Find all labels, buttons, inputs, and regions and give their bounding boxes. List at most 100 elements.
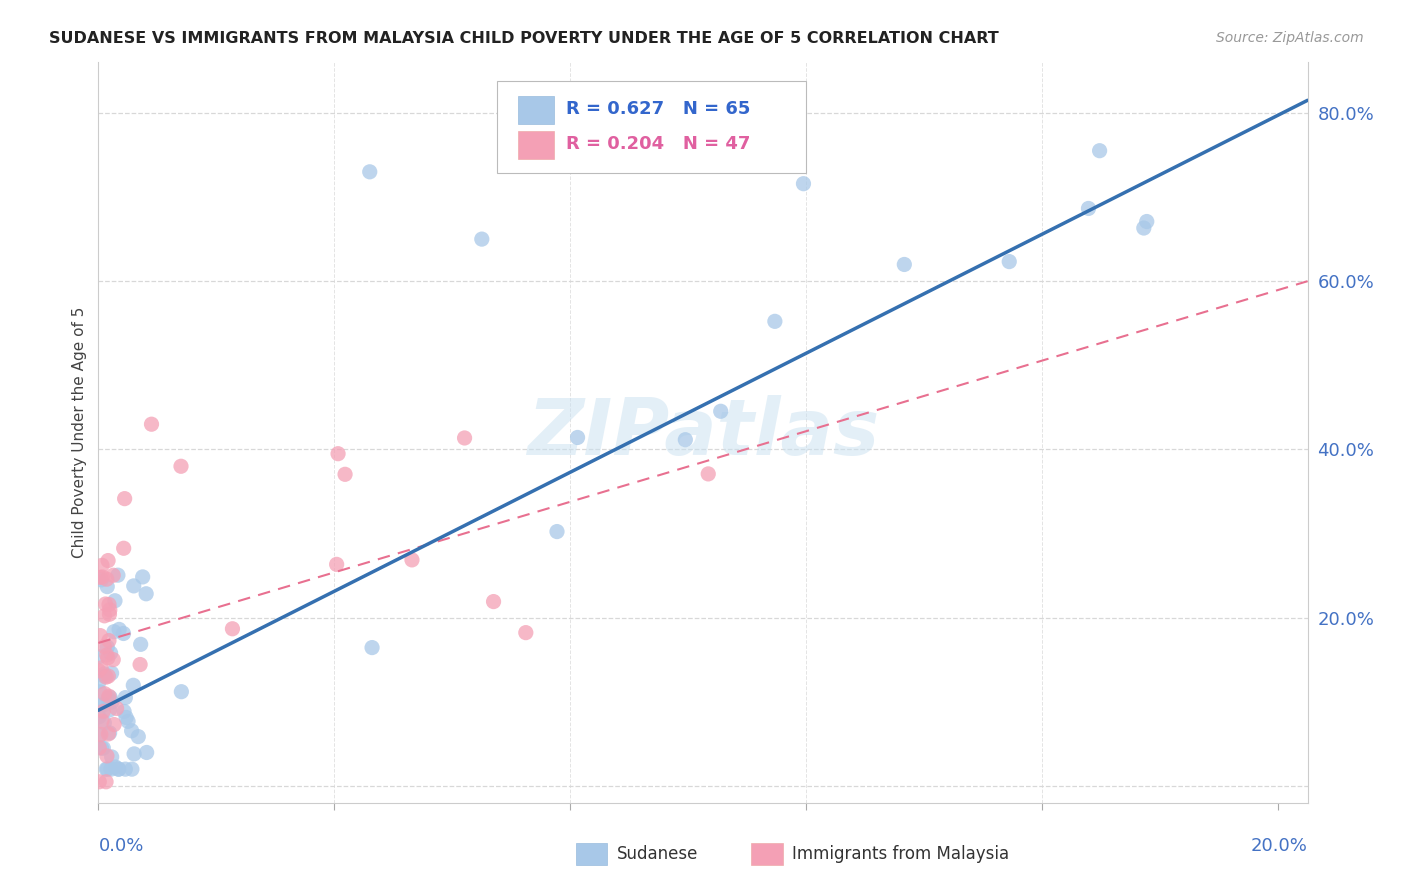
- Bar: [576, 843, 607, 865]
- Point: [89, 674, 111, 689]
- Text: Sudanese: Sudanese: [617, 845, 699, 863]
- Point: [97, 727, 120, 741]
- Point: [91, 570, 114, 584]
- FancyBboxPatch shape: [498, 81, 806, 173]
- Point: [1136, 214, 1159, 228]
- Point: [96, 580, 118, 594]
- Point: [89, 629, 111, 643]
- Point: [96, 748, 118, 763]
- Point: [91, 714, 114, 728]
- Point: [90, 573, 112, 587]
- Point: [567, 430, 589, 444]
- Point: [131, 570, 153, 584]
- Point: [103, 568, 125, 582]
- Point: [97, 691, 120, 706]
- Point: [98, 603, 121, 617]
- Point: [89, 685, 111, 699]
- Point: [97, 669, 120, 683]
- Point: [91, 704, 114, 718]
- Point: [97, 633, 120, 648]
- Point: [101, 695, 124, 709]
- Point: [93, 640, 115, 654]
- Point: [93, 669, 115, 683]
- Point: [326, 447, 349, 461]
- Text: ZIPatlas: ZIPatlas: [527, 394, 879, 471]
- Point: [170, 459, 193, 474]
- Point: [122, 579, 145, 593]
- Point: [135, 587, 157, 601]
- Point: [122, 747, 145, 761]
- Point: [170, 684, 193, 698]
- Point: [96, 670, 118, 684]
- Point: [93, 698, 115, 712]
- Point: [127, 730, 149, 744]
- Point: [325, 558, 347, 572]
- Point: [93, 715, 115, 730]
- Point: [103, 653, 125, 667]
- Point: [1133, 221, 1156, 235]
- Point: [98, 607, 121, 622]
- Point: [121, 723, 143, 738]
- Point: [697, 467, 720, 481]
- Point: [100, 750, 122, 764]
- Point: [98, 598, 121, 612]
- Point: [98, 690, 121, 705]
- Point: [1077, 202, 1099, 216]
- Point: [90, 661, 112, 675]
- Bar: [517, 95, 554, 124]
- Point: [401, 553, 423, 567]
- Point: [90, 727, 112, 741]
- Point: [87, 649, 110, 664]
- Text: Source: ZipAtlas.com: Source: ZipAtlas.com: [1216, 31, 1364, 45]
- Point: [114, 690, 136, 705]
- Point: [117, 714, 139, 729]
- Bar: [751, 843, 783, 865]
- Text: 0.0%: 0.0%: [98, 837, 143, 855]
- Point: [763, 314, 786, 328]
- Point: [112, 705, 135, 719]
- Point: [112, 626, 135, 640]
- Point: [107, 762, 129, 776]
- Point: [100, 762, 122, 776]
- Point: [91, 558, 114, 573]
- Point: [103, 717, 125, 731]
- Point: [792, 177, 814, 191]
- Point: [96, 762, 118, 776]
- Point: [104, 593, 127, 607]
- Point: [100, 646, 122, 660]
- Point: [90, 741, 112, 756]
- Point: [122, 678, 145, 692]
- Point: [114, 762, 136, 776]
- Point: [108, 623, 131, 637]
- Point: [93, 608, 115, 623]
- Point: [361, 640, 384, 655]
- Point: [91, 741, 114, 756]
- Point: [482, 594, 505, 608]
- Bar: [517, 130, 554, 159]
- Point: [89, 774, 111, 789]
- Text: R = 0.627   N = 65: R = 0.627 N = 65: [567, 100, 751, 118]
- Point: [471, 232, 494, 246]
- Point: [115, 710, 138, 724]
- Point: [96, 572, 118, 586]
- Point: [546, 524, 568, 539]
- Point: [710, 404, 733, 418]
- Point: [89, 698, 111, 713]
- Point: [135, 746, 157, 760]
- Point: [100, 666, 122, 681]
- Point: [673, 433, 696, 447]
- Point: [893, 257, 915, 271]
- Point: [114, 491, 136, 506]
- Point: [93, 667, 115, 681]
- Point: [105, 701, 128, 715]
- Point: [87, 664, 110, 678]
- Point: [104, 760, 127, 774]
- Point: [515, 625, 537, 640]
- Y-axis label: Child Poverty Under the Age of 5: Child Poverty Under the Age of 5: [72, 307, 87, 558]
- Point: [98, 703, 121, 717]
- Point: [103, 624, 125, 639]
- Point: [97, 553, 120, 567]
- Point: [129, 637, 152, 651]
- Point: [107, 762, 129, 776]
- Point: [359, 165, 381, 179]
